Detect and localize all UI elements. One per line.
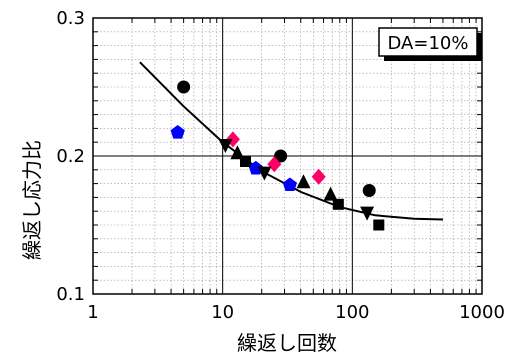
plot-frame bbox=[92, 17, 483, 295]
data-point-triangle-up bbox=[323, 186, 338, 201]
x-tick-label: 1000 bbox=[459, 302, 505, 323]
data-point-square bbox=[239, 156, 251, 168]
data-point-diamond bbox=[311, 168, 326, 185]
y-tick-label: 0.1 bbox=[56, 284, 85, 305]
data-point-diamond bbox=[267, 156, 282, 173]
x-tick-label: 1 bbox=[87, 302, 98, 323]
data-point-circle bbox=[274, 149, 288, 163]
y-tick-label: 0.3 bbox=[56, 8, 85, 29]
data-points bbox=[170, 80, 385, 231]
data-point-square bbox=[332, 198, 344, 210]
annotation-text: DA=10% bbox=[388, 33, 469, 54]
x-axis-label: 繰返し回数 bbox=[237, 331, 337, 355]
y-tick-label: 0.2 bbox=[56, 146, 85, 167]
x-tick-label: 100 bbox=[335, 302, 369, 323]
data-point-pentagon bbox=[248, 160, 263, 175]
data-point-triangle-up bbox=[296, 174, 311, 189]
tick-labels: 1 10 100 1000 0.1 0.2 0.3 bbox=[56, 8, 505, 323]
data-point-square bbox=[373, 219, 385, 231]
data-point-pentagon bbox=[170, 125, 185, 139]
y-axis-label: 繰返し応力比 bbox=[20, 140, 44, 260]
x-tick-label: 10 bbox=[211, 302, 234, 323]
annotation-box: DA=10% bbox=[378, 27, 482, 61]
data-point-triangle-down bbox=[360, 206, 375, 221]
fit-curve bbox=[139, 61, 444, 221]
data-point-circle bbox=[177, 80, 191, 94]
data-point-triangle-down bbox=[257, 166, 272, 181]
data-point-circle bbox=[362, 184, 376, 197]
data-point-triangle-up bbox=[230, 145, 245, 160]
fit-curve-layer bbox=[139, 61, 444, 221]
major-grid bbox=[93, 18, 482, 294]
data-point-triangle-down bbox=[218, 139, 233, 153]
data-point-pentagon bbox=[282, 177, 297, 191]
